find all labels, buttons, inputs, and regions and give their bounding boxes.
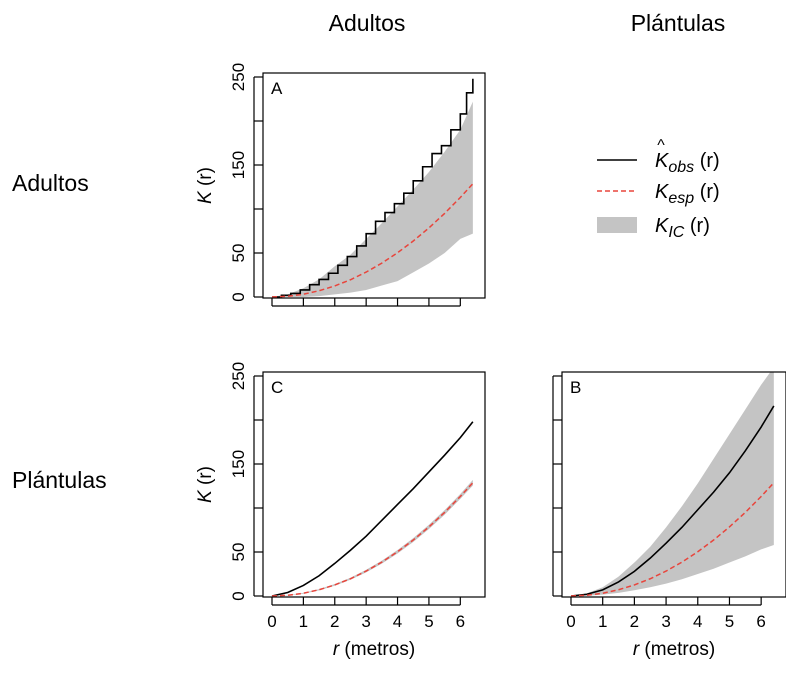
legend-swatch-band (597, 217, 637, 233)
x-tick-label-B-1: 1 (598, 612, 607, 631)
legend-label-sub: esp (668, 190, 694, 207)
x-axis-label-C: r (metros) (333, 639, 415, 660)
plot-frame-C (262, 371, 486, 598)
y-axis-label-var: K (195, 190, 216, 204)
x-tick-label-C-5: 5 (424, 612, 433, 631)
x-tick-label-C-4: 4 (393, 612, 402, 631)
row-header-adultos: Adultos (12, 170, 89, 196)
y-axis-label-A: K (r) (195, 167, 216, 204)
plot-frame-B (561, 371, 786, 598)
y-tick-label-A-250: 250 (229, 63, 248, 91)
expected-line-C (271, 482, 474, 597)
column-header-plantulas: Plántulas (630, 10, 726, 36)
legend-label-base: K (655, 215, 670, 237)
panel-A: A 0 50 150 250 K (r) (195, 63, 486, 307)
legend-hat: ^ (657, 137, 665, 154)
x-tick-label-C-0: 0 (267, 612, 276, 631)
x-axis-label-unit: (metros) (639, 639, 715, 660)
legend-label-esp: Kesp (r) (655, 181, 720, 207)
expected-line-B (570, 482, 775, 597)
x-axis-label-B: r (metros) (633, 639, 715, 660)
legend-entry-obs: ^Kobs (r) (597, 137, 720, 176)
legend-label-sub: IC (668, 224, 684, 241)
panel-label-B: B (570, 378, 581, 397)
x-axis-label-var: r (333, 639, 340, 660)
column-header-adultos: Adultos (328, 10, 406, 36)
observed-line-B (570, 405, 775, 597)
panel-label-C: C (271, 378, 283, 397)
observed-line-C (271, 421, 474, 597)
y-tick-label-C-0: 0 (229, 591, 248, 600)
panel-label-A: A (271, 79, 283, 98)
x-tick-label-B-5: 5 (725, 612, 734, 631)
y-tick-label-C-250: 250 (229, 362, 248, 390)
panel-B: B 0 1 2 3 4 5 6 r (metros) (552, 371, 786, 660)
row-header-plantulas: Plántulas (12, 467, 107, 493)
legend-label-arg: (r) (684, 215, 710, 237)
legend: ^Kobs (r)Kesp (r)KIC (r) (597, 137, 720, 241)
legend-label-IC: KIC (r) (655, 215, 710, 241)
legend-label-arg: (r) (694, 181, 720, 203)
legend-label-base: K (655, 181, 670, 203)
x-axis-label-var: r (633, 639, 640, 660)
x-tick-label-B-4: 4 (693, 612, 702, 631)
expected-line-A (271, 183, 474, 298)
y-tick-label-A-150: 150 (229, 151, 248, 179)
y-axis-label-arg: (r) (195, 167, 216, 191)
x-tick-label-C-2: 2 (330, 612, 339, 631)
legend-label-sub: obs (668, 159, 694, 176)
y-tick-label-C-150: 150 (229, 450, 248, 478)
legend-label-obs: Kobs (r) (655, 150, 720, 176)
x-axis-label-unit: (metros) (339, 639, 415, 660)
y-axis-label-C: K (r) (195, 466, 216, 503)
x-tick-label-B-3: 3 (661, 612, 670, 631)
x-tick-label-C-6: 6 (456, 612, 465, 631)
y-axis-label-var: K (195, 489, 216, 503)
x-tick-label-C-3: 3 (361, 612, 370, 631)
envelope-band-A (272, 101, 473, 297)
legend-label-base: K (655, 150, 670, 172)
y-tick-label-A-50: 50 (229, 244, 248, 263)
y-axis-label-arg: (r) (195, 466, 216, 490)
x-tick-label-B-6: 6 (756, 612, 765, 631)
envelope-band-C (272, 479, 473, 596)
observed-line-A (272, 78, 474, 298)
legend-entry-esp: Kesp (r) (597, 181, 720, 207)
y-tick-label-C-50: 50 (229, 543, 248, 562)
plot-area-A (271, 78, 474, 298)
plot-area-B (570, 372, 775, 597)
panel-C: C 0 1 2 3 4 5 6 0 50 150 250 K (r) r (metros) (195, 362, 486, 660)
y-tick-label-A-0: 0 (229, 292, 248, 301)
plot-frame-A (262, 72, 486, 299)
plot-area-C (271, 421, 474, 597)
x-tick-label-B-0: 0 (566, 612, 575, 631)
x-tick-label-B-2: 2 (630, 612, 639, 631)
legend-entry-IC: KIC (r) (597, 215, 710, 241)
x-tick-label-C-1: 1 (299, 612, 308, 631)
envelope-band-B (571, 372, 774, 596)
legend-label-arg: (r) (694, 150, 720, 172)
